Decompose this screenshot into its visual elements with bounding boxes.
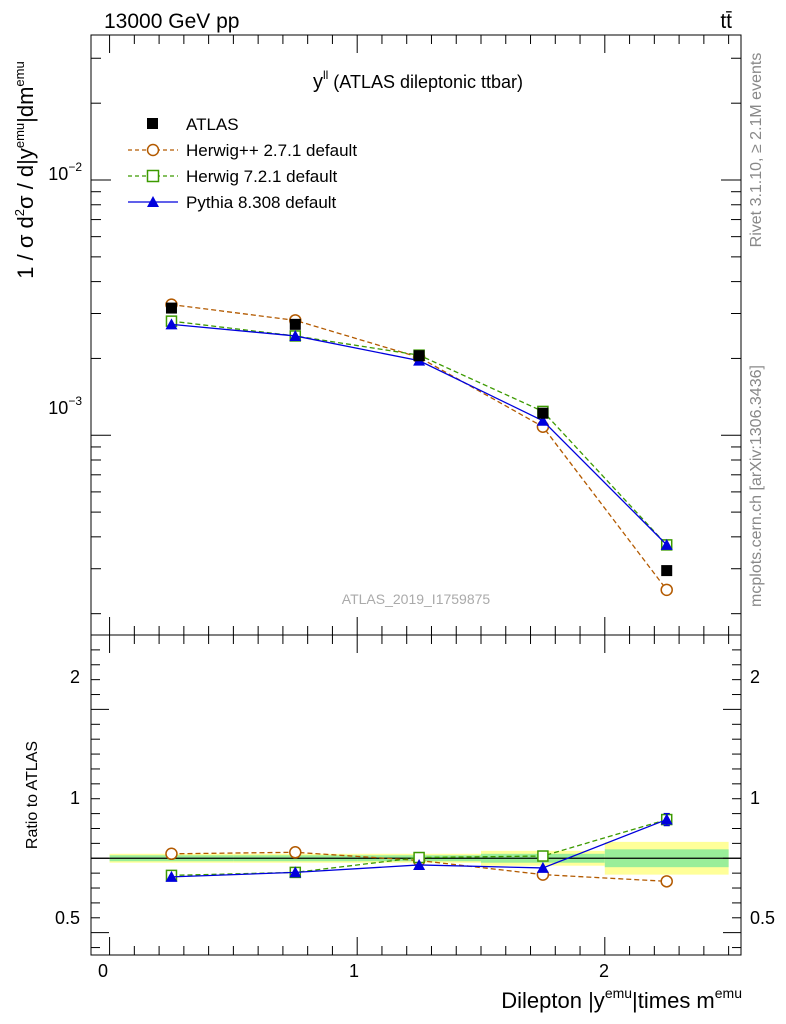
mcplots-label: mcplots.cern.ch [arXiv:1306.3436] <box>748 365 765 607</box>
ratio-data-point <box>660 875 673 888</box>
main-axis-ticks <box>91 35 741 635</box>
rivet-label: Rivet 3.1.10, ≥ 2.1M events <box>748 53 765 248</box>
ratio-y-tick-0.5: 0.5 <box>55 908 80 928</box>
process-label: tt̄ <box>720 10 732 33</box>
ratio-data-layer <box>165 812 673 888</box>
ratio-y-tick-2: 2 <box>70 667 80 687</box>
x-tick-0: 0 <box>98 961 108 981</box>
main-data-layer <box>165 298 673 597</box>
ratio-series-pythia-8-308-default <box>165 812 673 882</box>
ratio-plot-frame <box>90 634 742 956</box>
data-point <box>661 565 673 577</box>
data-point <box>165 318 178 330</box>
ratio-data-point <box>660 813 673 825</box>
ratio-data-point <box>413 858 426 870</box>
series-line <box>171 303 668 591</box>
ratio-data-point <box>537 850 549 862</box>
ratio-data-point <box>165 847 178 861</box>
ratio-y-tick-1: 1 <box>70 788 80 808</box>
ratio-y-axis-label: Ratio to ATLAS <box>24 741 41 849</box>
main-y-axis-label: 1 / σ d2σ / d|yemu|dmemu <box>12 61 38 278</box>
legend: ATLAS Herwig++ 2.7.1 default Herwig 7.2.… <box>128 115 357 212</box>
legend-label-atlas: ATLAS <box>186 115 239 134</box>
ratio-series-line <box>171 851 667 882</box>
x-axis-label: Dilepton |yemu|times memu <box>501 985 742 1013</box>
data-point <box>660 583 673 597</box>
data-point <box>165 302 177 314</box>
ratio-data-point <box>289 866 302 878</box>
ratio-data-point <box>289 846 302 859</box>
legend-marker-herwigpp <box>146 143 160 157</box>
ratio-data-point <box>536 861 549 873</box>
legend-marker-atlas <box>147 118 158 129</box>
legend-entry-herwig7: Herwig 7.2.1 default <box>128 167 337 186</box>
legend-marker-pythia <box>147 196 159 207</box>
data-point <box>536 414 549 426</box>
legend-entry-pythia: Pythia 8.308 default <box>128 193 337 212</box>
legend-entry-herwigpp: Herwig++ 2.7.1 default <box>128 141 357 160</box>
x-tick-2: 2 <box>599 961 609 981</box>
legend-label-pythia: Pythia 8.308 default <box>186 193 337 212</box>
series-atlas <box>165 302 673 577</box>
series-herwig-2-7-1-default <box>165 298 673 597</box>
energy-label: 13000 GeV pp <box>104 10 239 33</box>
data-point <box>289 329 302 341</box>
legend-label-herwigpp: Herwig++ 2.7.1 default <box>186 141 357 160</box>
y-tick-label-1e-2: 10−2 <box>48 160 82 184</box>
analysis-watermark: ATLAS_2019_I1759875 <box>342 591 491 607</box>
plot-title: yll (ATLAS dileptonic ttbar) <box>313 68 523 93</box>
data-point <box>413 350 425 362</box>
ratio-axis-ticks <box>91 634 741 955</box>
legend-marker-herwig7 <box>146 169 160 183</box>
ratio-y-tick-2-right: 2 <box>750 667 760 687</box>
ratio-data-point <box>165 870 178 882</box>
ratio-y-tick-0.5-right: 0.5 <box>750 908 775 928</box>
data-point <box>660 538 673 550</box>
y-tick-label-1e-3: 10−3 <box>48 394 82 418</box>
x-tick-1: 1 <box>349 961 359 981</box>
legend-label-herwig7: Herwig 7.2.1 default <box>186 167 337 186</box>
legend-entry-atlas: ATLAS <box>147 115 239 134</box>
ratio-y-tick-1-right: 1 <box>750 788 760 808</box>
data-point <box>537 407 549 419</box>
data-point <box>289 318 301 330</box>
